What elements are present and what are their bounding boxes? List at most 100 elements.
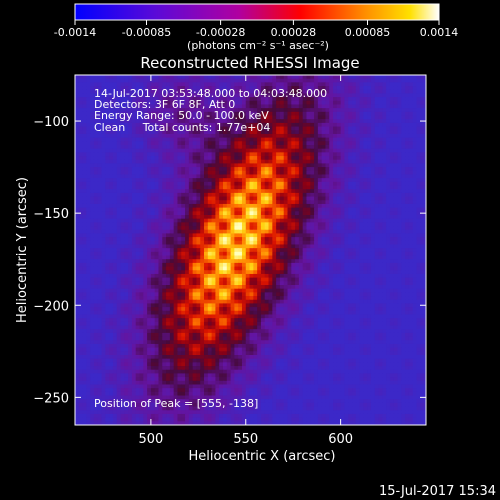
heat-cell: [374, 196, 380, 201]
heat-cell: [207, 163, 213, 168]
heat-cell: [120, 115, 125, 120]
heat-cell: [420, 78, 425, 83]
heat-cell: [75, 218, 80, 223]
heat-cell: [374, 200, 380, 205]
heat-cell: [150, 178, 156, 183]
heat-cell: [321, 89, 327, 95]
heat-cell: [355, 203, 361, 209]
heat-cell: [245, 233, 251, 238]
heat-cell: [355, 237, 361, 242]
heat-cell: [124, 226, 129, 231]
heat-cell: [109, 133, 114, 139]
heat-cell: [386, 137, 391, 142]
heat-cell: [401, 251, 406, 257]
heat-cell: [363, 207, 368, 212]
heat-cell: [204, 119, 209, 124]
heat-cell: [226, 163, 232, 168]
heat-cell: [207, 266, 213, 271]
heat-cell: [389, 207, 395, 212]
heat-cell: [397, 196, 402, 201]
heat-cell: [177, 163, 182, 168]
heat-cell: [173, 137, 179, 142]
heat-cell: [241, 255, 247, 260]
heat-cell: [219, 159, 224, 165]
heat-cell: [329, 97, 334, 102]
heat-cell: [173, 148, 179, 153]
heat-cell: [416, 126, 421, 131]
heat-cell: [401, 200, 406, 205]
heat-cell: [370, 203, 376, 209]
heat-cell: [78, 93, 84, 98]
heat-cell: [105, 233, 110, 238]
heat-cell: [204, 137, 209, 142]
heat-cell: [222, 178, 228, 183]
heat-cell: [424, 141, 426, 146]
heat-cell: [340, 148, 346, 153]
heat-cell: [196, 163, 201, 168]
heat-cell: [249, 255, 254, 260]
heat-cell: [359, 240, 364, 246]
heat-cell: [181, 119, 186, 124]
heat-cell: [374, 145, 380, 150]
heat-cell: [196, 215, 201, 220]
heat-cell: [204, 207, 209, 212]
heat-cell: [317, 240, 323, 246]
heat-cell: [253, 93, 258, 98]
heat-cell: [90, 178, 95, 183]
heat-cell: [340, 137, 346, 142]
heat-cell: [241, 145, 247, 150]
heat-cell: [120, 237, 125, 242]
heat-cell: [382, 174, 387, 179]
heat-cell: [378, 196, 383, 201]
heat-cell: [211, 203, 216, 209]
heat-cell: [124, 240, 129, 246]
heat-cell: [310, 255, 315, 260]
heat-cell: [97, 78, 103, 83]
heat-cell: [97, 248, 103, 253]
heat-cell: [139, 108, 144, 113]
heat-cell: [268, 75, 273, 80]
heat-cell: [298, 251, 304, 257]
heat-cell: [143, 108, 148, 113]
heat-cell: [181, 248, 186, 253]
heat-cell: [363, 181, 368, 187]
heat-cell: [314, 163, 319, 168]
heat-cell: [234, 141, 239, 146]
heat-cell: [185, 148, 190, 153]
heat-cell: [200, 97, 205, 102]
heat-cell: [154, 126, 160, 131]
heat-cell: [109, 240, 114, 246]
heat-cell: [359, 170, 364, 176]
heat-cell: [424, 156, 426, 161]
heat-cell: [283, 122, 289, 128]
heat-cell: [268, 222, 273, 227]
heat-cell: [344, 82, 349, 87]
heat-cell: [211, 167, 216, 172]
heat-cell: [158, 97, 163, 102]
heat-cell: [173, 152, 179, 157]
heat-cell: [101, 167, 106, 172]
heat-cell: [401, 178, 406, 183]
heat-cell: [424, 111, 426, 117]
heat-cell: [279, 93, 285, 98]
heat-cell: [333, 233, 338, 238]
heat-cell: [405, 137, 410, 142]
heat-cell: [306, 226, 311, 231]
heat-cell: [211, 156, 216, 161]
heat-cell: [135, 248, 141, 253]
heat-cell: [405, 133, 410, 139]
heat-cell: [200, 251, 205, 257]
heat-cell: [370, 126, 376, 131]
heat-cell: [268, 133, 273, 139]
heat-cell: [382, 189, 387, 194]
heat-cell: [359, 111, 364, 117]
heat-cell: [401, 75, 406, 80]
heat-cell: [238, 207, 243, 212]
heat-cell: [276, 126, 281, 131]
heat-cell: [306, 163, 311, 168]
heat-cell: [204, 97, 209, 102]
heat-cell: [169, 185, 175, 190]
heat-cell: [147, 233, 152, 238]
heat-cell: [325, 86, 330, 91]
heat-cell: [215, 119, 220, 124]
